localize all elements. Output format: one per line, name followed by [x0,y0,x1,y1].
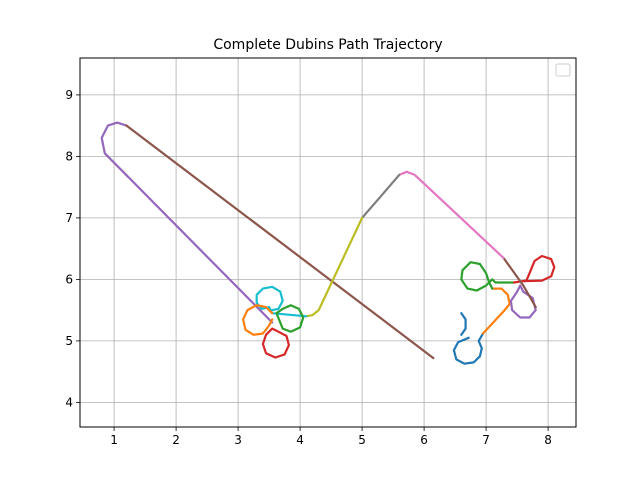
trajectory-segment-6 [460,261,516,292]
trajectory-segment-1 [100,121,274,324]
x-tick-label: 5 [358,433,366,447]
y-tick-label: 8 [65,149,73,163]
trajectory-segment-12 [305,216,364,318]
y-tick-label: 4 [65,395,73,409]
trajectory-segment-5 [481,287,511,335]
x-tick-label: 7 [482,433,490,447]
trajectory-segment-4 [452,332,485,365]
trajectory-segment-17 [261,327,290,359]
legend-box [555,63,571,77]
trajectory-series [100,121,556,365]
x-tick-label: 1 [110,433,118,447]
trajectory-segment-7 [512,254,556,284]
x-tick-label: 6 [420,433,428,447]
x-tick-label: 4 [296,433,304,447]
y-tick-label: 9 [65,88,73,102]
axes-frame [79,57,577,428]
axis-ticks: 1 2 3 4 5 6 7 8 4 5 6 7 8 9 [65,88,552,447]
y-tick-label: 7 [65,211,73,225]
x-tick-label: 3 [234,433,242,447]
x-tick-label: 2 [172,433,180,447]
trajectory-segment-15 [275,304,305,333]
chart-title: Complete Dubins Path Trajectory [213,37,442,53]
trajectory-segment-11 [361,173,401,219]
trajectory-segment-3 [460,312,467,336]
trajectory-segment-10 [398,170,505,259]
x-tick-label: 8 [544,433,552,447]
trajectory-segment-9 [502,256,537,309]
legend [555,63,571,77]
y-tick-label: 5 [65,334,73,348]
y-tick-label: 6 [65,272,73,286]
trajectory-segment-2 [125,124,435,360]
plot-area [80,58,576,427]
trajectory-segment-16 [242,304,274,336]
